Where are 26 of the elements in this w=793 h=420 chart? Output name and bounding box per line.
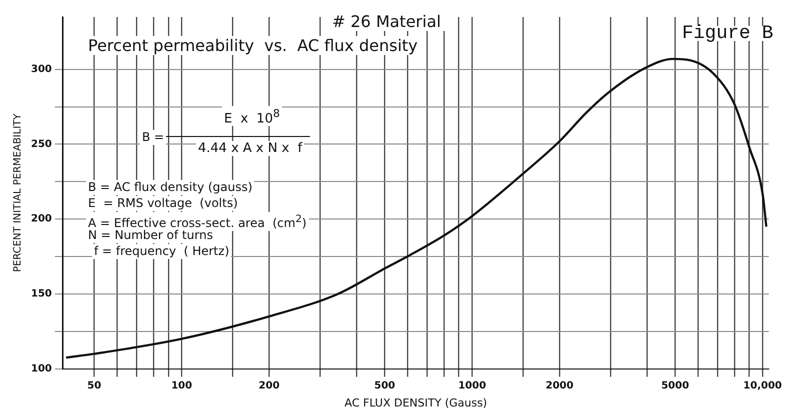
y-tick-label: 150 bbox=[31, 288, 52, 300]
annotation: 4.44 x A x N x f bbox=[196, 141, 304, 156]
x-tick-label: 100 bbox=[171, 380, 192, 392]
chart-title: # 26 Material bbox=[328, 12, 445, 31]
x-tick-label: 1000 bbox=[458, 380, 486, 392]
annotation: N = Number of turns bbox=[86, 228, 215, 243]
x-tick-label: 200 bbox=[258, 380, 280, 392]
y-tick-label: 250 bbox=[31, 138, 52, 150]
annotation: E = RMS voltage (volts) bbox=[86, 196, 240, 211]
annotation: B = bbox=[140, 130, 166, 145]
annotation: Figure B bbox=[681, 22, 774, 44]
x-tick-label: 10,000 bbox=[743, 380, 782, 392]
y-axis-title: PERCENT INITIAL PERMEABILITY bbox=[12, 112, 24, 272]
annotation: f = frequency ( Hertz) bbox=[92, 244, 232, 259]
x-axis-title: AC FLUX DENSITY (Gauss) bbox=[344, 396, 488, 410]
annotation: E x 10$^{8}$ bbox=[222, 106, 282, 126]
x-tick-label: 5000 bbox=[661, 380, 690, 392]
text: Percent permeability vs. AC flux density bbox=[84, 36, 422, 55]
annotation: A = Effective cross-sect. area (cm$^{2}$) bbox=[86, 212, 308, 231]
annotation: B = AC flux density (gauss) bbox=[86, 180, 254, 195]
x-tick-label: 500 bbox=[374, 380, 396, 392]
y-tick-label: 100 bbox=[31, 363, 52, 374]
y-tick-label: 200 bbox=[31, 214, 52, 225]
x-tick-label: 50 bbox=[87, 380, 102, 392]
y-tick-label: 300 bbox=[31, 64, 52, 75]
x-tick-label: 2000 bbox=[546, 380, 574, 392]
